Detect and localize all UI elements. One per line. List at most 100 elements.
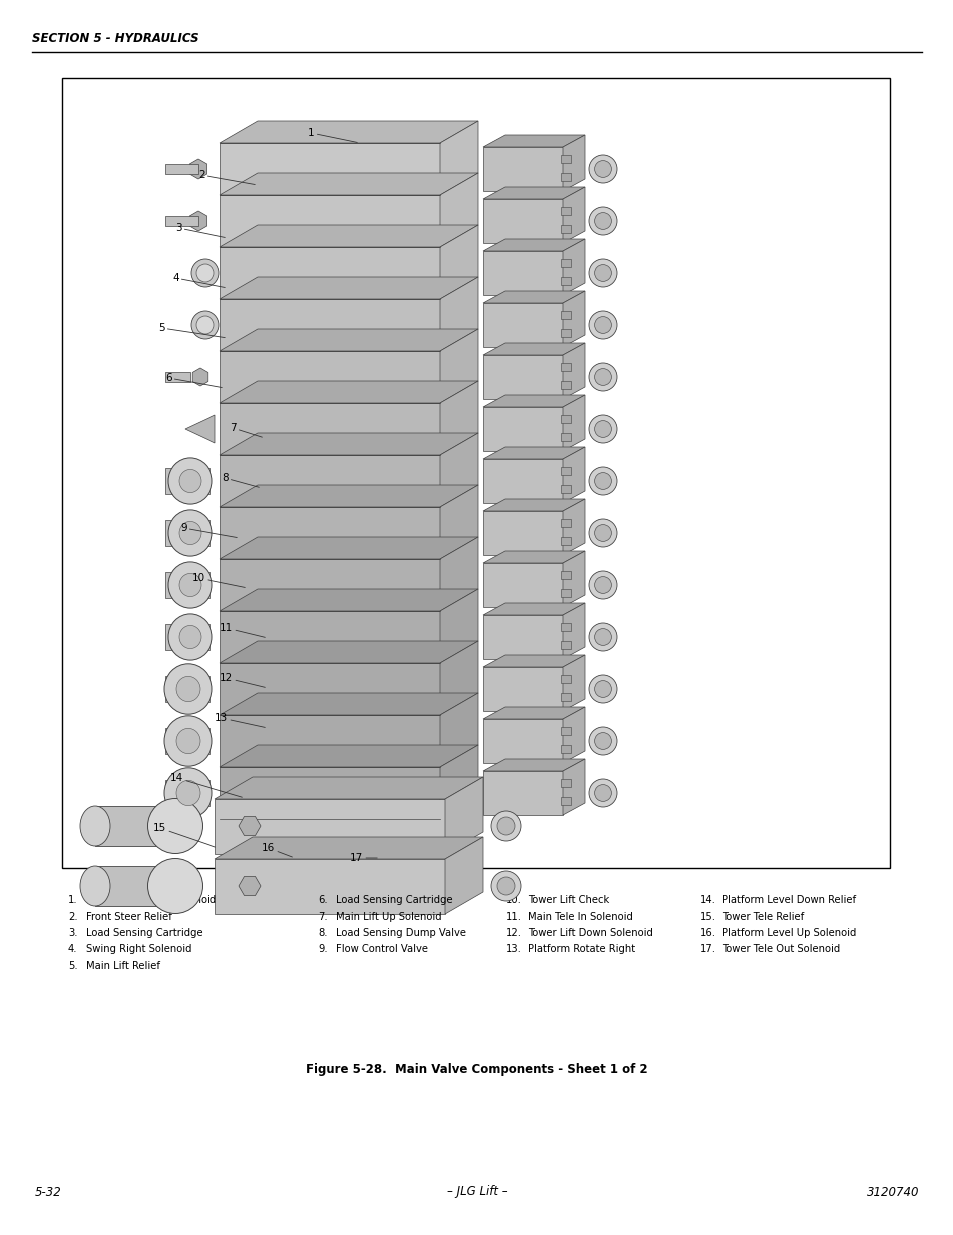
- Ellipse shape: [179, 625, 201, 648]
- Bar: [560, 589, 571, 597]
- Bar: [482, 563, 562, 606]
- Polygon shape: [482, 186, 584, 199]
- Ellipse shape: [594, 368, 611, 385]
- Ellipse shape: [168, 614, 212, 659]
- Bar: [560, 259, 571, 267]
- Text: 2.: 2.: [68, 911, 77, 921]
- Ellipse shape: [588, 676, 617, 703]
- Text: Main Tele In Solenoid: Main Tele In Solenoid: [527, 911, 632, 921]
- Bar: [220, 663, 439, 715]
- Ellipse shape: [168, 562, 212, 608]
- Bar: [560, 519, 571, 527]
- Text: Tower Lift Down Solenoid: Tower Lift Down Solenoid: [527, 927, 652, 939]
- Text: Platform Rotate Right: Platform Rotate Right: [527, 945, 635, 955]
- Polygon shape: [562, 760, 584, 815]
- Bar: [560, 156, 571, 163]
- Polygon shape: [562, 603, 584, 659]
- Polygon shape: [192, 368, 208, 387]
- Bar: [220, 299, 439, 351]
- Ellipse shape: [164, 768, 212, 819]
- Text: 12.: 12.: [505, 927, 521, 939]
- Ellipse shape: [594, 680, 611, 698]
- Bar: [482, 354, 562, 399]
- Ellipse shape: [588, 207, 617, 235]
- Polygon shape: [562, 499, 584, 555]
- Ellipse shape: [491, 871, 520, 902]
- Text: – JLG Lift –: – JLG Lift –: [446, 1186, 507, 1198]
- Text: 15.: 15.: [700, 911, 716, 921]
- Text: 5.: 5.: [68, 961, 77, 971]
- Polygon shape: [439, 641, 477, 715]
- Bar: [482, 459, 562, 503]
- Ellipse shape: [588, 571, 617, 599]
- Bar: [165, 372, 190, 382]
- Ellipse shape: [80, 806, 110, 846]
- Bar: [62, 78, 889, 868]
- Polygon shape: [220, 537, 477, 559]
- Polygon shape: [482, 240, 584, 251]
- Text: 17: 17: [350, 853, 376, 863]
- Polygon shape: [214, 837, 482, 860]
- Polygon shape: [562, 343, 584, 399]
- Bar: [482, 615, 562, 659]
- Bar: [560, 485, 571, 493]
- Polygon shape: [482, 135, 584, 147]
- Polygon shape: [220, 173, 477, 195]
- Bar: [560, 225, 571, 233]
- Text: 12: 12: [220, 673, 265, 688]
- Polygon shape: [220, 277, 477, 299]
- Text: 10.: 10.: [505, 895, 521, 905]
- Bar: [220, 611, 439, 663]
- Text: 4.: 4.: [68, 945, 77, 955]
- Bar: [165, 520, 210, 546]
- Bar: [482, 667, 562, 711]
- Ellipse shape: [175, 677, 200, 701]
- Text: 3.: 3.: [68, 927, 77, 939]
- Ellipse shape: [164, 663, 212, 714]
- Polygon shape: [220, 433, 477, 454]
- Bar: [220, 454, 439, 508]
- Ellipse shape: [594, 525, 611, 541]
- Text: Load Sensing Cartridge: Load Sensing Cartridge: [86, 927, 202, 939]
- Text: Tower Tele Out Solenoid: Tower Tele Out Solenoid: [721, 945, 840, 955]
- Bar: [560, 433, 571, 441]
- Text: 11.: 11.: [505, 911, 521, 921]
- Bar: [560, 363, 571, 370]
- Ellipse shape: [179, 521, 201, 545]
- Polygon shape: [439, 225, 477, 299]
- Ellipse shape: [175, 729, 200, 753]
- Polygon shape: [482, 655, 584, 667]
- Text: Platform Level Up Solenoid: Platform Level Up Solenoid: [721, 927, 856, 939]
- Bar: [220, 195, 439, 247]
- Polygon shape: [439, 121, 477, 195]
- Ellipse shape: [175, 781, 200, 805]
- Bar: [220, 143, 439, 195]
- Bar: [560, 727, 571, 735]
- Polygon shape: [562, 706, 584, 763]
- Ellipse shape: [594, 577, 611, 593]
- Ellipse shape: [195, 316, 213, 333]
- Polygon shape: [482, 499, 584, 511]
- Ellipse shape: [594, 161, 611, 178]
- Text: 6.: 6.: [317, 895, 327, 905]
- Bar: [220, 559, 439, 611]
- Ellipse shape: [594, 473, 611, 489]
- Ellipse shape: [195, 264, 213, 282]
- Polygon shape: [220, 382, 477, 403]
- Polygon shape: [482, 603, 584, 615]
- Polygon shape: [189, 211, 207, 231]
- Bar: [482, 147, 562, 191]
- Bar: [482, 719, 562, 763]
- Text: 8.: 8.: [317, 927, 327, 939]
- Text: Swing Right Solenoid: Swing Right Solenoid: [86, 945, 192, 955]
- Polygon shape: [482, 447, 584, 459]
- Bar: [560, 277, 571, 285]
- Bar: [482, 199, 562, 243]
- Ellipse shape: [588, 727, 617, 755]
- Text: Figure 5-28.  Main Valve Components - Sheet 1 of 2: Figure 5-28. Main Valve Components - She…: [306, 1063, 647, 1076]
- Polygon shape: [439, 745, 477, 819]
- Text: Main Lift Up Solenoid: Main Lift Up Solenoid: [335, 911, 441, 921]
- Ellipse shape: [491, 811, 520, 841]
- Polygon shape: [562, 447, 584, 503]
- Bar: [220, 403, 439, 454]
